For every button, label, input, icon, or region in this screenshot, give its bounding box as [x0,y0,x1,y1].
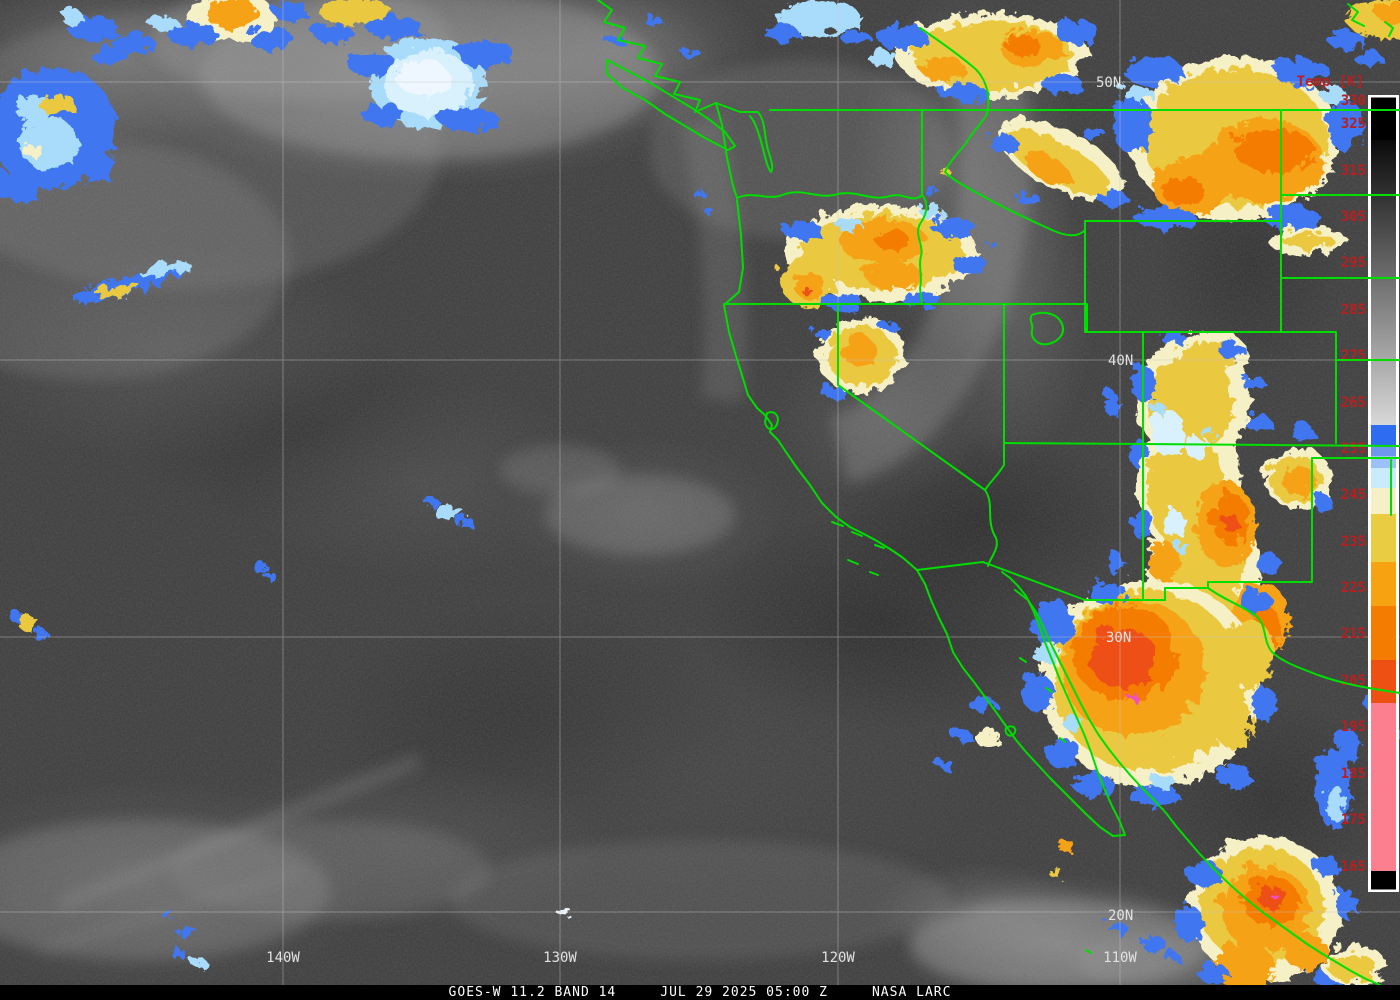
coastline-juan-de-fuca [715,102,759,113]
label-lat-50n: 50N [1096,75,1121,91]
border-columbia-river [736,191,923,200]
storm-northpacific-left [0,9,187,299]
border-42n [723,303,1088,444]
great-salt-lake [1029,311,1064,346]
label-lat-30n: 30N [1106,630,1131,646]
status-bar: GOES-W 11.2 BAND 14 JUL 29 2025 05:00 Z NA… [0,985,1400,1000]
svg-text:225: 225 [1341,580,1366,596]
border-id-or-snake [917,194,928,305]
label-lon-120w: 120W [821,950,855,966]
gridline-labels: 50N 40N 30N 20N 140W 130W 120W 110W [266,75,1137,966]
svg-text:285: 285 [1341,302,1366,318]
colorbar-title: Temp [K] [1297,74,1364,90]
coastline-baja [916,569,1126,837]
coastline-bc-fjords [597,0,717,113]
svg-text:245: 245 [1341,487,1366,503]
storm-sonora [933,576,1272,875]
svg-text:295: 295 [1341,255,1366,271]
border-rio-grande [1207,587,1400,694]
storm-northpacific-top [165,0,867,128]
storm-idaho-bc [865,10,1097,100]
svg-text:275: 275 [1341,348,1366,364]
svg-text:195: 195 [1341,719,1366,735]
socorro-island-dot [1085,949,1092,954]
border-37n [1003,442,1400,447]
border-nm-south [1164,581,1209,601]
svg-text:205: 205 [1341,673,1366,689]
label-lon-130w: 130W [543,950,577,966]
svg-text:215: 215 [1341,626,1366,642]
svg-text:235: 235 [1341,534,1366,550]
colorbar-segments [1371,97,1396,890]
coastline-puget-sound [749,111,774,173]
storm-oregon-idaho [777,202,983,308]
baja-lagoon [1004,725,1017,737]
svg-text:315: 315 [1341,163,1366,179]
channel-islands [831,521,885,576]
label-lat-40n: 40N [1108,353,1133,369]
storm-west-montana-band [923,114,1125,226]
gulf-islands [1019,657,1066,743]
coastline-wa [715,102,738,199]
coastline-vancouver-island [606,59,736,151]
border-ca-nv [837,303,998,567]
canada-lakes [1347,3,1394,37]
storm-nevada [810,314,902,396]
status-product-label: GOES-W 11.2 BAND 14 [448,985,617,1000]
svg-text:255: 255 [1341,441,1366,457]
svg-text:305: 305 [1341,209,1366,225]
temperature-colorbar: Temp [K] 330 325 315 305 295 285 275 265… [1297,74,1399,892]
map-boundaries [597,0,1400,985]
svg-text:175: 175 [1341,812,1366,828]
colorbar-tick-labels: 330 325 315 305 295 285 275 265 255 245 … [1341,93,1366,875]
ocean-small-specks [4,186,995,965]
label-lon-110w: 110W [1103,950,1137,966]
svg-text:165: 165 [1341,859,1366,875]
coastline-sf-bay [764,411,779,430]
border-us-mexico [916,561,1166,601]
border-mt-id-divide [919,27,1086,237]
storm-montana [1110,0,1400,252]
coastline-mexico-mainland [1014,589,1381,985]
coastline-or-ca [723,199,918,571]
status-credit-label: NASA LARC [871,985,952,1000]
storm-mexico-south [1105,692,1398,985]
svg-text:325: 325 [1341,116,1366,132]
border-nv-az [984,442,1005,491]
status-datetime-label: JUL 29 2025 05:00 Z [660,985,828,1000]
svg-text:185: 185 [1341,766,1366,782]
svg-text:330: 330 [1341,93,1366,109]
svg-text:265: 265 [1341,395,1366,411]
label-lat-20n: 20N [1108,908,1133,924]
label-lon-140w: 140W [266,950,300,966]
